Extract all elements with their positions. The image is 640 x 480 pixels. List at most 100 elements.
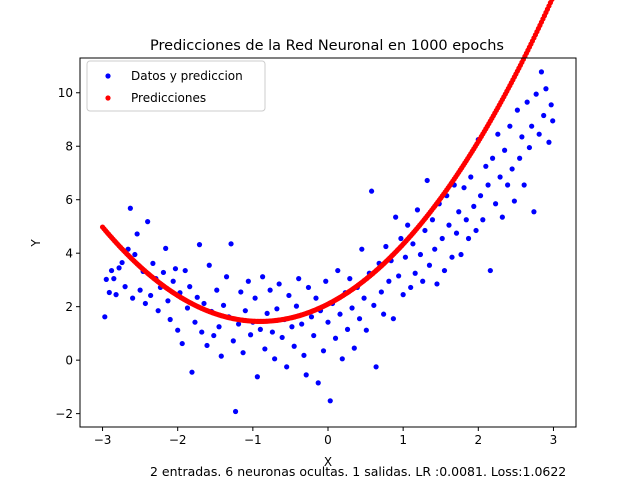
- x-axis-label: X: [324, 455, 332, 469]
- data-point: [521, 182, 527, 188]
- data-point: [264, 310, 270, 316]
- axes-spines: [79, 57, 577, 428]
- data-point: [150, 260, 156, 266]
- data-point: [189, 369, 195, 375]
- data-point: [286, 292, 292, 299]
- data-point: [546, 139, 552, 145]
- data-point: [311, 332, 317, 339]
- data-point: [245, 278, 251, 284]
- data-point: [113, 292, 119, 298]
- data-point: [199, 329, 205, 335]
- data-point: [170, 278, 176, 284]
- data-point: [386, 278, 392, 284]
- data-point: [230, 338, 236, 344]
- data-point: [165, 298, 171, 304]
- data-point: [206, 262, 212, 268]
- data-point: [103, 276, 109, 282]
- data-point: [262, 346, 268, 352]
- y-axis-ticks: −2 0 2 4 6 8 10: [55, 86, 80, 421]
- data-point: [204, 342, 210, 349]
- data-point: [412, 270, 418, 276]
- x-tick-label: 3: [550, 433, 558, 447]
- data-point: [134, 231, 140, 237]
- data-point: [368, 188, 375, 194]
- data-point: [267, 287, 273, 293]
- data-point: [497, 174, 503, 180]
- data-point: [232, 408, 239, 415]
- data-point: [247, 332, 254, 338]
- data-point: [359, 246, 365, 252]
- data-point: [487, 267, 493, 274]
- legend-box: [86, 60, 266, 112]
- data-point: [196, 242, 203, 248]
- data-point: [301, 352, 307, 358]
- x-tick-label: −3: [94, 433, 112, 447]
- data-point: [148, 292, 154, 299]
- data-point: [422, 227, 428, 234]
- data-point: [538, 69, 545, 75]
- data-point: [441, 267, 448, 274]
- data-point: [305, 284, 312, 291]
- data-point: [509, 166, 515, 172]
- data-point: [167, 316, 173, 323]
- data-point: [531, 209, 537, 215]
- data-point: [426, 262, 433, 268]
- data-point: [349, 305, 355, 311]
- data-point: [296, 276, 302, 282]
- data-point: [269, 329, 275, 335]
- data-point: [137, 287, 143, 293]
- data-point: [220, 302, 227, 308]
- data-point: [524, 99, 530, 105]
- data-point: [272, 356, 278, 362]
- data-point: [130, 295, 136, 301]
- data-point: [194, 294, 200, 300]
- data-point: [383, 243, 389, 250]
- data-point: [492, 201, 499, 207]
- data-point: [463, 217, 469, 223]
- legend-label-predicciones: Predicciones: [131, 91, 206, 105]
- data-point: [303, 372, 309, 378]
- legend-label-datos: Datos y prediccion: [131, 69, 243, 83]
- data-point: [543, 86, 549, 92]
- data-point: [122, 284, 128, 290]
- data-point: [315, 380, 321, 386]
- y-tick-label: 0: [65, 353, 73, 367]
- data-point: [291, 343, 297, 349]
- legend: Datos y prediccion Predicciones: [86, 60, 266, 112]
- data-point: [410, 241, 416, 247]
- data-point: [499, 214, 505, 220]
- data-point: [363, 327, 369, 333]
- data-point: [502, 147, 508, 153]
- data-point: [351, 345, 357, 351]
- x-tick-label: 2: [474, 433, 482, 447]
- data-point: [483, 163, 489, 169]
- data-point: [373, 364, 379, 370]
- data-point: [471, 203, 477, 209]
- data-point: [511, 198, 517, 204]
- data-point: [102, 314, 108, 320]
- y-axis-label: Y: [29, 239, 43, 248]
- data-point: [495, 131, 501, 137]
- data-point: [313, 295, 319, 301]
- data-point: [526, 144, 533, 151]
- prediction-point: [549, 0, 555, 2]
- x-tick-label: 0: [324, 433, 332, 447]
- data-point: [279, 334, 285, 341]
- training-info-footer: 2 entradas. 6 neuronas ocultas. 1 salida…: [150, 464, 566, 479]
- y-tick-label: 4: [65, 246, 73, 260]
- data-point: [260, 274, 266, 280]
- data-point: [160, 269, 167, 276]
- data-point: [519, 134, 525, 140]
- data-point: [453, 230, 460, 236]
- data-point: [127, 205, 133, 211]
- data-point: [323, 278, 329, 284]
- data-point: [396, 273, 402, 279]
- data-point: [473, 227, 479, 234]
- data-point: [536, 131, 542, 137]
- data-point: [172, 266, 179, 272]
- plot-area: [99, 0, 556, 415]
- data-point: [449, 254, 455, 260]
- data-point: [398, 235, 404, 242]
- data-point: [182, 267, 188, 274]
